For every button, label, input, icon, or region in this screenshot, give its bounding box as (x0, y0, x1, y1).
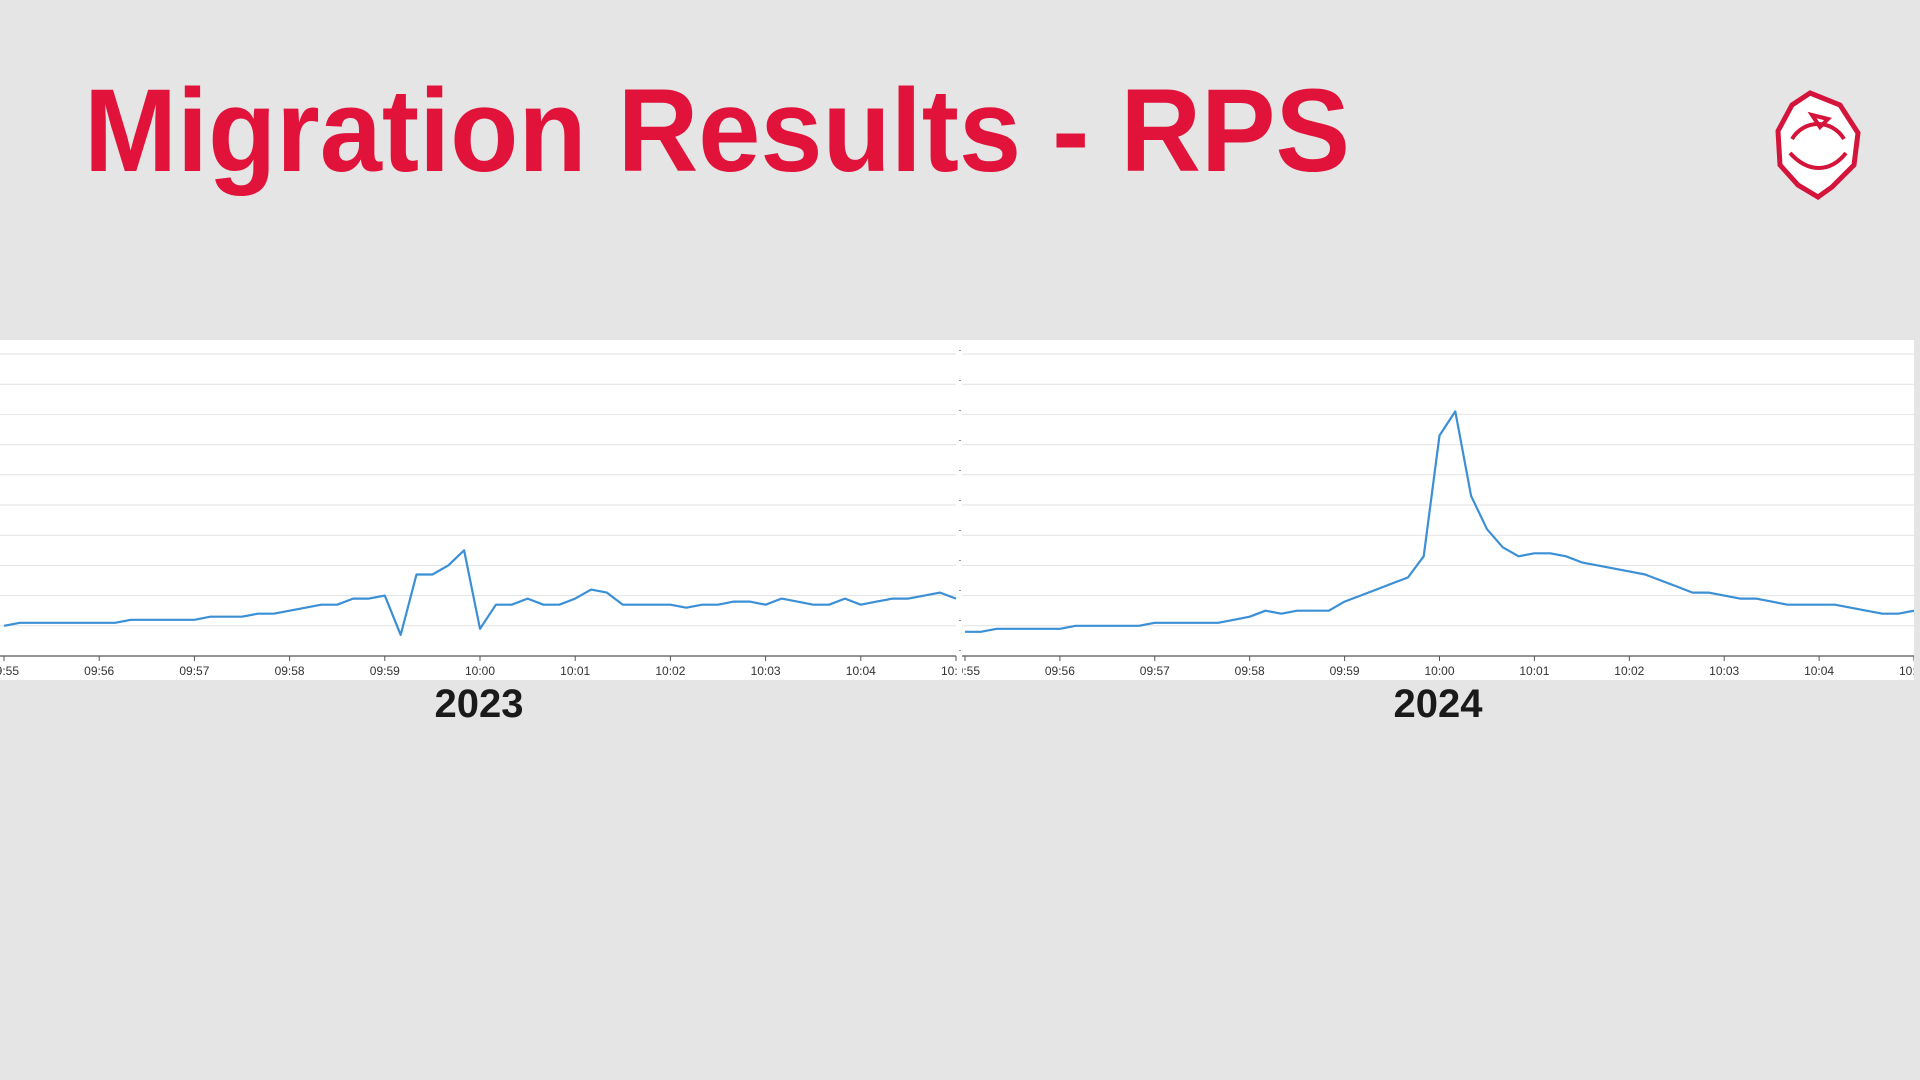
x-tick-label: 09:56 (84, 664, 114, 678)
x-tick-label: 09:59 (1330, 664, 1360, 678)
x-tick-label: 10:00 (465, 664, 495, 678)
x-tick-label: 09:55 (950, 664, 980, 678)
x-tick-label: 10:01 (560, 664, 590, 678)
slide-title: Migration Results - RPS (84, 65, 1350, 197)
x-tick-label: 09:55 (0, 664, 19, 678)
line-series (965, 410, 1914, 633)
line-series (3, 549, 957, 636)
x-tick-label: 09:57 (1140, 664, 1170, 678)
chart-2024: 09:55 09:56 09:57 09:58 09:59 10:00 10:01 10:02… (950, 353, 1920, 678)
x-tick-label: 10:03 (1709, 664, 1739, 678)
x-tick-label: 10:05 (941, 664, 971, 678)
x-tick-label: 10:01 (1519, 664, 1549, 678)
x-tick-label: 10:04 (846, 664, 876, 678)
x-tick-label: 09:59 (370, 664, 400, 678)
logo (1775, 90, 1861, 200)
x-tick-label: 09:58 (1235, 664, 1265, 678)
x-tick-label: 10:03 (751, 664, 781, 678)
x-tick-label: 10:05 (1899, 664, 1920, 678)
chart-year-label: 2023 (435, 682, 524, 726)
x-tick-label: 10:02 (1614, 664, 1644, 678)
chart-panel (0, 340, 1914, 680)
x-tick-label: 09:56 (1045, 664, 1075, 678)
x-tick-label: 09:57 (179, 664, 209, 678)
x-tick-label: 09:58 (275, 664, 305, 678)
chart-2023: 09:55 09:56 09:57 09:58 09:59 10:00 10:01 10:02… (0, 353, 971, 678)
chart-year-label: 2024 (1394, 682, 1484, 726)
x-tick-label: 10:02 (655, 664, 685, 678)
x-tick-label: 10:04 (1804, 664, 1834, 678)
x-tick-label: 10:00 (1424, 664, 1454, 678)
